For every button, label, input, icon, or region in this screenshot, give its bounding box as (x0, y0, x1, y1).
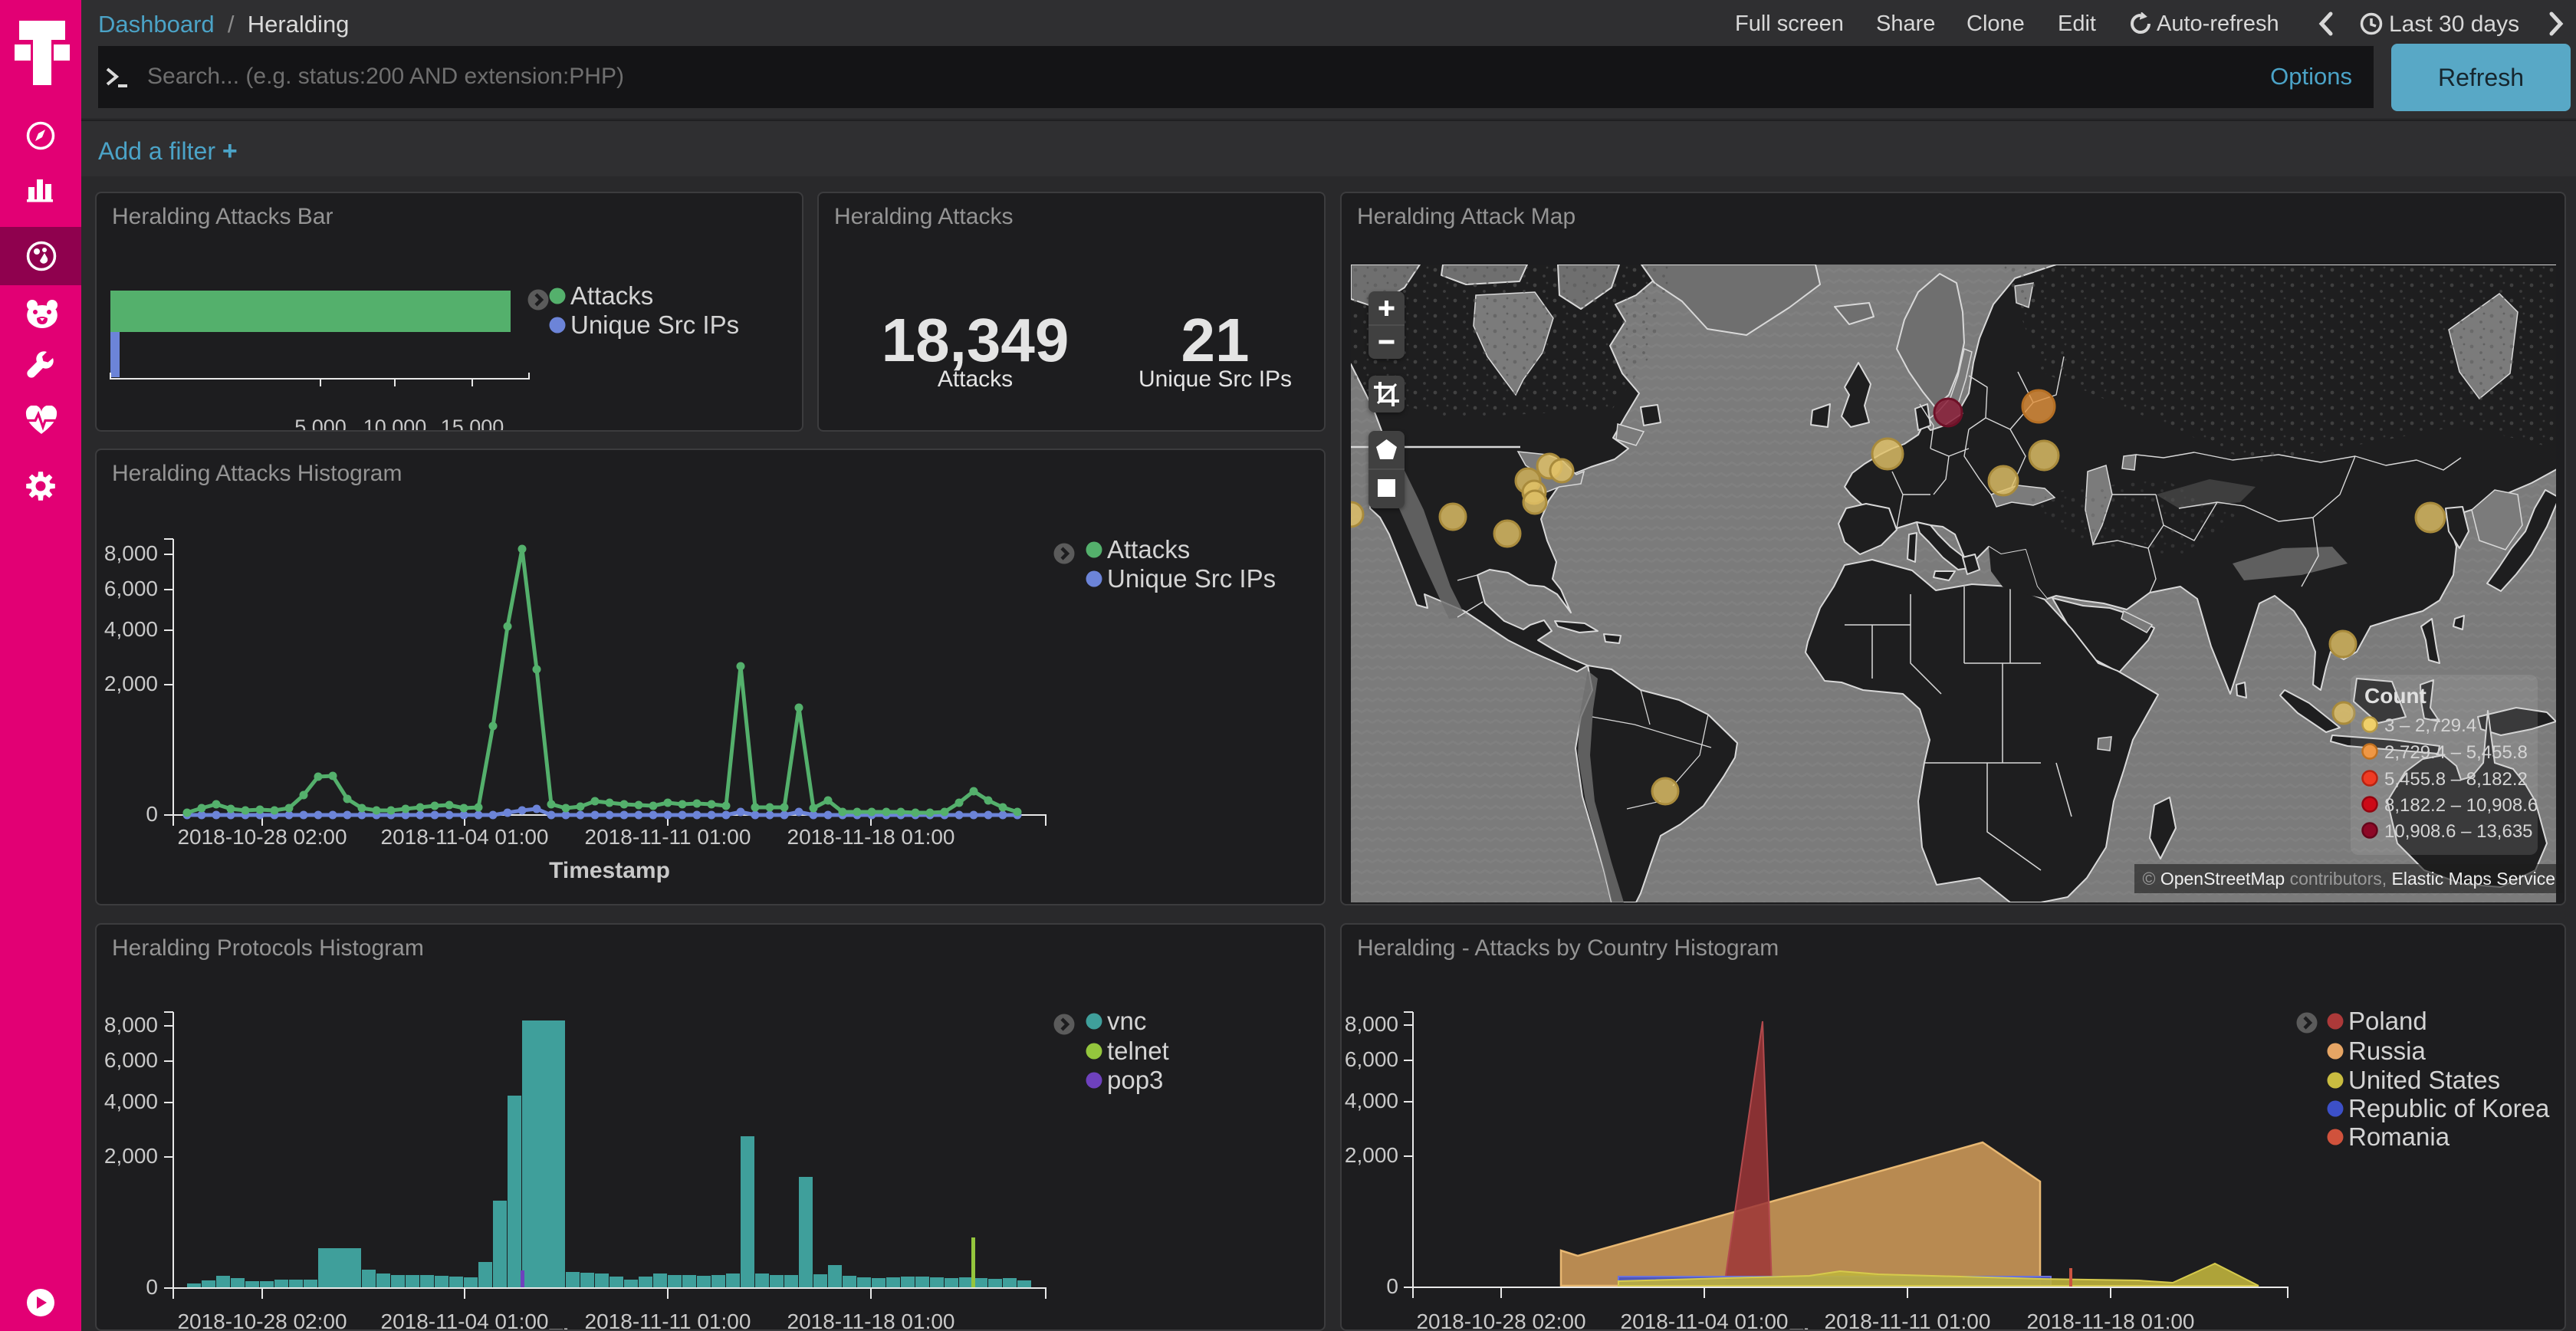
svg-text:2,729.4 – 5,455.8: 2,729.4 – 5,455.8 (2384, 742, 2528, 763)
svg-text:Romania: Romania (2348, 1122, 2450, 1151)
svg-text:telnet: telnet (1107, 1037, 1169, 1065)
svg-text:Attacks: Attacks (1107, 535, 1190, 564)
svg-text:United States: United States (2348, 1066, 2500, 1094)
svg-text:Attacks: Attacks (570, 281, 653, 310)
svg-text:Russia: Russia (2348, 1037, 2426, 1065)
svg-text:10,908.6 – 13,635: 10,908.6 – 13,635 (2384, 821, 2533, 842)
svg-text:3 – 2,729.4: 3 – 2,729.4 (2384, 715, 2476, 736)
svg-text:Republic of Korea: Republic of Korea (2348, 1094, 2550, 1122)
svg-text:Unique Src IPs: Unique Src IPs (1107, 564, 1276, 593)
svg-text:Unique Src IPs: Unique Src IPs (570, 311, 739, 339)
svg-text:Count: Count (2364, 684, 2426, 708)
svg-text:pop3: pop3 (1107, 1066, 1163, 1094)
svg-text:5,455.8 – 8,182.2: 5,455.8 – 8,182.2 (2384, 769, 2528, 790)
svg-text:vnc: vnc (1107, 1007, 1146, 1035)
svg-text:8,182.2 – 10,908.6: 8,182.2 – 10,908.6 (2384, 795, 2538, 816)
svg-text:Poland: Poland (2348, 1007, 2427, 1035)
